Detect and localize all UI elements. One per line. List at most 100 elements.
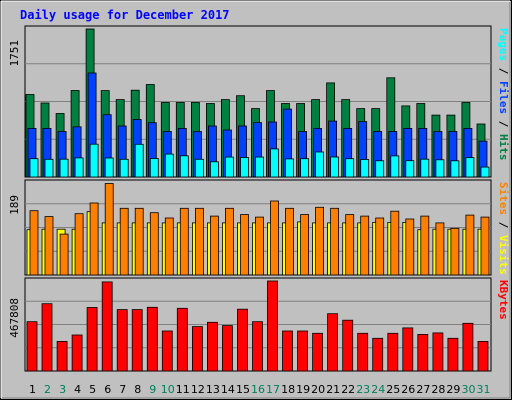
x-label-day-1: 1 (29, 383, 36, 396)
bar-pages-day-31 (480, 166, 490, 178)
legend-text: KBytes (497, 280, 510, 320)
x-label-day-13: 13 (206, 383, 220, 396)
bar-kbytes-day-4 (71, 334, 83, 372)
bar-kbytes-day-19 (297, 330, 309, 372)
bar-kbytes-day-7 (116, 309, 128, 372)
bar-sites-day-2 (44, 216, 54, 276)
x-label-day-18: 18 (281, 383, 295, 396)
bar-pages-day-29 (450, 160, 460, 178)
bar-pages-day-16 (255, 156, 264, 178)
bar-sites-day-1 (29, 210, 39, 276)
bar-pages-day-14 (224, 156, 234, 178)
bar-sites-day-16 (255, 216, 264, 276)
bar-kbytes-day-27 (417, 333, 429, 372)
x-label-day-23: 23 (356, 383, 370, 396)
bar-sites-day-28 (435, 222, 445, 276)
bar-pages-day-3 (59, 158, 69, 178)
bar-kbytes-day-16 (252, 321, 263, 372)
legend-text: / (497, 114, 510, 134)
bar-kbytes-day-20 (312, 332, 324, 372)
panel-visits-legend: Sites / Visits (497, 182, 510, 275)
x-label-day-28: 28 (431, 383, 445, 396)
x-label-day-19: 19 (296, 383, 310, 396)
legend-text: Hits (497, 134, 510, 161)
bar-pages-day-17 (270, 148, 279, 178)
x-label-day-6: 6 (104, 383, 111, 396)
x-label-day-16: 16 (251, 383, 265, 396)
bar-kbytes-day-15 (237, 308, 248, 372)
x-label-day-15: 15 (236, 383, 250, 396)
bar-sites-day-17 (270, 200, 279, 276)
legend-text: Visits (497, 235, 510, 275)
bar-pages-day-2 (44, 158, 54, 178)
legend-text: Pages (497, 28, 510, 61)
x-label-day-4: 4 (74, 383, 81, 396)
bar-sites-day-15 (240, 214, 249, 276)
bar-pages-day-19 (300, 158, 310, 178)
bar-kbytes-day-13 (206, 321, 218, 372)
bar-pages-day-9 (149, 158, 159, 178)
bar-kbytes-day-12 (191, 326, 203, 372)
x-label-day-2: 2 (44, 383, 51, 396)
bar-pages-day-13 (209, 161, 219, 178)
x-label-day-30: 30 (462, 383, 476, 396)
bar-pages-day-20 (315, 151, 325, 178)
x-label-day-11: 11 (176, 383, 190, 396)
bar-sites-day-20 (315, 206, 325, 276)
bar-sites-day-30 (465, 214, 475, 276)
x-label-day-21: 21 (326, 383, 340, 396)
panel-visits: 189 Sites / Visits (8, 179, 510, 276)
x-label-day-25: 25 (386, 383, 400, 396)
bar-sites-day-14 (224, 207, 234, 276)
legend-text: / (497, 61, 510, 81)
x-label-day-12: 12 (191, 383, 205, 396)
bar-pages-day-27 (420, 158, 430, 178)
panel-usage-ymax-label: 1751 (8, 40, 21, 67)
bar-kbytes-day-29 (447, 337, 459, 372)
bar-pages-day-8 (134, 143, 144, 178)
bar-kbytes-day-26 (402, 327, 414, 372)
panel-usage-legend: Pages / Files / Hits (497, 28, 510, 161)
bar-kbytes-day-8 (131, 309, 143, 372)
bar-sites-day-24 (375, 217, 385, 276)
bar-pages-day-6 (104, 157, 114, 178)
bar-kbytes-day-14 (221, 325, 233, 372)
bar-kbytes-day-21 (327, 313, 339, 372)
bar-sites-day-11 (179, 207, 189, 276)
x-label-day-5: 5 (89, 383, 96, 396)
bar-pages-day-25 (390, 155, 400, 178)
bar-sites-day-31 (480, 216, 490, 276)
bar-pages-day-1 (29, 158, 39, 178)
panel-visits-ymax-label: 189 (8, 195, 21, 215)
x-label-day-3: 3 (59, 383, 66, 396)
x-label-day-14: 14 (221, 383, 235, 396)
bar-pages-day-30 (465, 157, 475, 178)
x-label-day-27: 27 (416, 383, 430, 396)
bar-sites-day-22 (345, 214, 355, 276)
bar-pages-day-12 (194, 158, 204, 178)
bar-sites-day-3 (59, 233, 69, 276)
x-label-day-17: 17 (266, 383, 280, 396)
bar-sites-day-26 (405, 218, 415, 276)
bar-kbytes-day-1 (26, 321, 38, 372)
x-label-day-7: 7 (119, 383, 126, 396)
bar-sites-day-19 (300, 214, 310, 276)
bar-sites-day-21 (330, 207, 340, 276)
bar-kbytes-day-17 (267, 280, 278, 372)
legend-text: / (497, 215, 510, 235)
chart-panels: 1751 Pages / Files / Hits 189 Sites / Visit… (8, 25, 510, 372)
bar-sites-day-18 (285, 207, 294, 276)
bar-pages-day-11 (179, 155, 189, 178)
panel-usage: 1751 Pages / Files / Hits (8, 25, 510, 178)
legend-text: Files (497, 81, 510, 114)
bar-pages-day-18 (285, 158, 294, 178)
x-label-day-10: 10 (161, 383, 175, 396)
bar-kbytes-day-30 (462, 322, 474, 372)
bar-kbytes-day-28 (432, 332, 444, 372)
bar-pages-day-4 (74, 157, 84, 178)
x-axis-labels: 1 2 3 4 5 6 7 8 9 10 11 12 13 14 15 16 17 18 19 20 21 22 23 24 2… (29, 383, 491, 396)
bar-pages-day-26 (405, 160, 415, 178)
bar-pages-day-28 (435, 159, 445, 178)
bar-kbytes-day-5 (86, 307, 98, 372)
